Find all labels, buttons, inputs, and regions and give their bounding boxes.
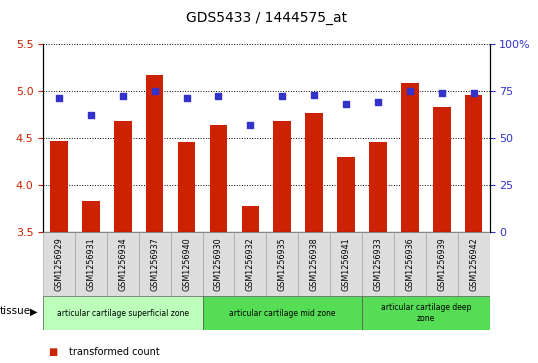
Bar	[43, 296, 202, 330]
Point	[87, 113, 95, 118]
Point	[246, 122, 254, 128]
Bar	[394, 232, 426, 296]
Text: GSM1256933: GSM1256933	[373, 237, 383, 291]
Bar	[43, 232, 75, 296]
Point	[406, 88, 414, 94]
Point	[55, 95, 63, 101]
Point	[278, 94, 287, 99]
Bar	[433, 107, 450, 232]
Text: articular cartilage mid zone: articular cartilage mid zone	[229, 309, 336, 318]
Text: articular cartilage deep
zone: articular cartilage deep zone	[380, 303, 471, 323]
Bar	[362, 296, 490, 330]
Bar	[266, 232, 298, 296]
Text: GSM1256930: GSM1256930	[214, 237, 223, 291]
Bar	[235, 232, 266, 296]
Bar	[458, 232, 490, 296]
Point	[437, 90, 446, 95]
Bar	[202, 232, 235, 296]
Bar	[337, 157, 355, 232]
Bar	[202, 296, 362, 330]
Bar	[330, 232, 362, 296]
Bar	[298, 232, 330, 296]
Text: ▶: ▶	[30, 306, 38, 316]
Text: articular cartilage superficial zone: articular cartilage superficial zone	[57, 309, 189, 318]
Text: GDS5433 / 1444575_at: GDS5433 / 1444575_at	[186, 11, 347, 25]
Text: GSM1256940: GSM1256940	[182, 237, 191, 291]
Bar	[107, 232, 139, 296]
Bar	[362, 232, 394, 296]
Bar	[82, 201, 100, 232]
Bar	[273, 121, 291, 232]
Text: GSM1256939: GSM1256939	[437, 237, 446, 291]
Point	[342, 101, 350, 107]
Point	[310, 91, 318, 97]
Text: tissue: tissue	[0, 306, 31, 316]
Bar	[465, 95, 483, 232]
Point	[150, 88, 159, 94]
Point	[214, 94, 223, 99]
Text: GSM1256935: GSM1256935	[278, 237, 287, 291]
Text: GSM1256937: GSM1256937	[150, 237, 159, 291]
Bar	[210, 125, 227, 232]
Point	[373, 99, 382, 105]
Text: GSM1256936: GSM1256936	[405, 237, 414, 291]
Text: GSM1256941: GSM1256941	[342, 237, 351, 291]
Text: GSM1256938: GSM1256938	[310, 237, 318, 291]
Bar	[50, 141, 68, 232]
Bar	[369, 142, 387, 232]
Bar	[114, 121, 132, 232]
Text: GSM1256942: GSM1256942	[469, 237, 478, 291]
Point	[469, 90, 478, 95]
Text: GSM1256934: GSM1256934	[118, 237, 128, 291]
Bar	[426, 232, 458, 296]
Bar	[306, 113, 323, 232]
Text: transformed count: transformed count	[69, 347, 160, 357]
Point	[118, 94, 127, 99]
Bar	[242, 206, 259, 232]
Bar	[401, 83, 419, 232]
Text: GSM1256929: GSM1256929	[54, 237, 63, 291]
Text: GSM1256932: GSM1256932	[246, 237, 255, 291]
Text: GSM1256931: GSM1256931	[87, 237, 95, 291]
Bar	[178, 142, 195, 232]
Bar	[171, 232, 202, 296]
Bar	[139, 232, 171, 296]
Bar	[146, 75, 164, 232]
Point	[182, 95, 191, 101]
Bar	[75, 232, 107, 296]
Text: ■: ■	[48, 347, 58, 357]
